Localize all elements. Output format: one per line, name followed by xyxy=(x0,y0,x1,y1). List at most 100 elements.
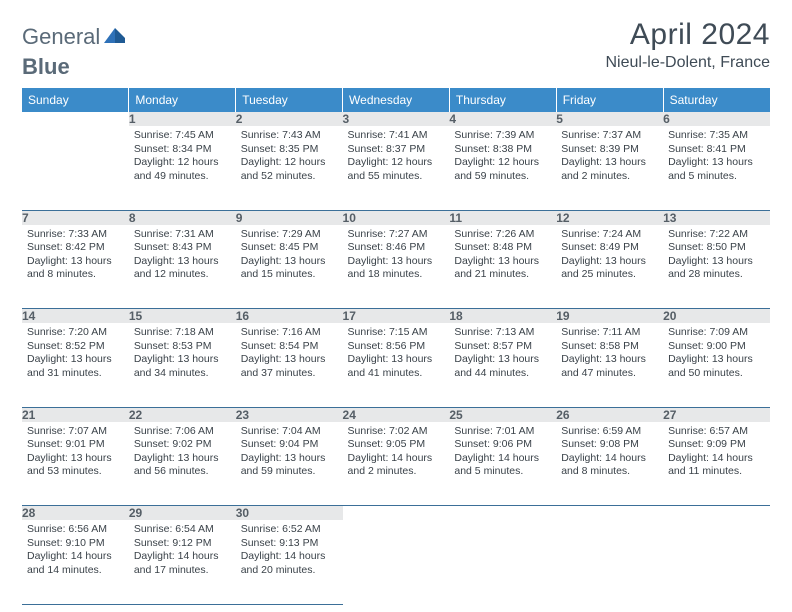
daylight-line-2: and 14 minutes. xyxy=(27,564,124,578)
day-number-cell: 19 xyxy=(556,309,663,324)
daylight-line-2: and 47 minutes. xyxy=(561,367,658,381)
day-number-cell: 14 xyxy=(22,309,129,324)
month-title: April 2024 xyxy=(605,18,770,52)
day-details: Sunrise: 7:18 AMSunset: 8:53 PMDaylight:… xyxy=(129,323,236,385)
sunrise-line: Sunrise: 7:04 AM xyxy=(241,425,338,439)
day-cell: Sunrise: 7:35 AMSunset: 8:41 PMDaylight:… xyxy=(663,126,770,210)
day-number-cell: 25 xyxy=(449,407,556,422)
daylight-line-2: and 21 minutes. xyxy=(454,268,551,282)
sunset-line: Sunset: 8:42 PM xyxy=(27,241,124,255)
daylight-line-1: Daylight: 14 hours xyxy=(27,550,124,564)
daylight-line-1: Daylight: 13 hours xyxy=(27,452,124,466)
day-number-cell: 1 xyxy=(129,112,236,126)
daylight-line-1: Daylight: 14 hours xyxy=(134,550,231,564)
day-cell: Sunrise: 6:52 AMSunset: 9:13 PMDaylight:… xyxy=(236,520,343,604)
day-number-cell: 28 xyxy=(22,506,129,521)
sunrise-line: Sunrise: 7:07 AM xyxy=(27,425,124,439)
day-details: Sunrise: 7:20 AMSunset: 8:52 PMDaylight:… xyxy=(22,323,129,385)
sunset-line: Sunset: 9:00 PM xyxy=(668,340,765,354)
day-cell: Sunrise: 7:39 AMSunset: 8:38 PMDaylight:… xyxy=(449,126,556,210)
sunrise-line: Sunrise: 6:52 AM xyxy=(241,523,338,537)
day-cell: Sunrise: 7:16 AMSunset: 8:54 PMDaylight:… xyxy=(236,323,343,407)
day-number-cell: 24 xyxy=(343,407,450,422)
day-cell: Sunrise: 6:59 AMSunset: 9:08 PMDaylight:… xyxy=(556,422,663,506)
daylight-line-1: Daylight: 14 hours xyxy=(241,550,338,564)
weekday-header: Friday xyxy=(556,88,663,112)
day-details: Sunrise: 7:39 AMSunset: 8:38 PMDaylight:… xyxy=(449,126,556,188)
sunset-line: Sunset: 9:02 PM xyxy=(134,438,231,452)
weekday-header: Wednesday xyxy=(343,88,450,112)
sunset-line: Sunset: 8:41 PM xyxy=(668,143,765,157)
day-number-cell: 9 xyxy=(236,210,343,225)
brand-mark-icon xyxy=(104,24,126,50)
daylight-line-1: Daylight: 13 hours xyxy=(134,255,231,269)
sunrise-line: Sunrise: 6:54 AM xyxy=(134,523,231,537)
day-number-cell: 18 xyxy=(449,309,556,324)
sunrise-line: Sunrise: 6:59 AM xyxy=(561,425,658,439)
weekday-header: Tuesday xyxy=(236,88,343,112)
daylight-line-1: Daylight: 13 hours xyxy=(134,452,231,466)
daylight-line-1: Daylight: 12 hours xyxy=(241,156,338,170)
daylight-line-2: and 56 minutes. xyxy=(134,465,231,479)
day-cell: Sunrise: 7:43 AMSunset: 8:35 PMDaylight:… xyxy=(236,126,343,210)
sunset-line: Sunset: 8:56 PM xyxy=(348,340,445,354)
sunset-line: Sunset: 8:58 PM xyxy=(561,340,658,354)
day-cell: Sunrise: 7:37 AMSunset: 8:39 PMDaylight:… xyxy=(556,126,663,210)
day-details: Sunrise: 7:04 AMSunset: 9:04 PMDaylight:… xyxy=(236,422,343,484)
daylight-line-1: Daylight: 12 hours xyxy=(348,156,445,170)
day-cell xyxy=(449,520,556,604)
sunrise-line: Sunrise: 7:22 AM xyxy=(668,228,765,242)
sunrise-line: Sunrise: 7:37 AM xyxy=(561,129,658,143)
daynum-row: 14151617181920 xyxy=(22,309,770,324)
daylight-line-2: and 41 minutes. xyxy=(348,367,445,381)
sunset-line: Sunset: 8:57 PM xyxy=(454,340,551,354)
daylight-line-2: and 15 minutes. xyxy=(241,268,338,282)
daylight-line-1: Daylight: 13 hours xyxy=(348,255,445,269)
calendar-page: General April 2024 Nieul-le-Dolent, Fran… xyxy=(0,0,792,605)
daylight-line-2: and 37 minutes. xyxy=(241,367,338,381)
day-cell: Sunrise: 6:54 AMSunset: 9:12 PMDaylight:… xyxy=(129,520,236,604)
sunset-line: Sunset: 9:13 PM xyxy=(241,537,338,551)
day-number-cell: 11 xyxy=(449,210,556,225)
daylight-line-2: and 5 minutes. xyxy=(454,465,551,479)
sunset-line: Sunset: 8:43 PM xyxy=(134,241,231,255)
day-number-cell: 22 xyxy=(129,407,236,422)
day-details: Sunrise: 7:45 AMSunset: 8:34 PMDaylight:… xyxy=(129,126,236,188)
day-cell xyxy=(556,520,663,604)
daylight-line-1: Daylight: 13 hours xyxy=(561,255,658,269)
day-cell: Sunrise: 6:56 AMSunset: 9:10 PMDaylight:… xyxy=(22,520,129,604)
sunrise-line: Sunrise: 7:20 AM xyxy=(27,326,124,340)
day-number-cell: 10 xyxy=(343,210,450,225)
day-number-cell: 15 xyxy=(129,309,236,324)
day-details: Sunrise: 7:06 AMSunset: 9:02 PMDaylight:… xyxy=(129,422,236,484)
brand-part2: Blue xyxy=(22,54,70,80)
weekday-header: Thursday xyxy=(449,88,556,112)
day-details: Sunrise: 7:43 AMSunset: 8:35 PMDaylight:… xyxy=(236,126,343,188)
daylight-line-2: and 8 minutes. xyxy=(27,268,124,282)
day-cell: Sunrise: 7:22 AMSunset: 8:50 PMDaylight:… xyxy=(663,225,770,309)
daylight-line-2: and 59 minutes. xyxy=(454,170,551,184)
sunrise-line: Sunrise: 7:41 AM xyxy=(348,129,445,143)
daylight-line-2: and 11 minutes. xyxy=(668,465,765,479)
daylight-line-2: and 20 minutes. xyxy=(241,564,338,578)
daylight-line-1: Daylight: 13 hours xyxy=(668,255,765,269)
sunset-line: Sunset: 9:08 PM xyxy=(561,438,658,452)
daylight-line-2: and 2 minutes. xyxy=(348,465,445,479)
daylight-line-1: Daylight: 13 hours xyxy=(241,353,338,367)
daylight-line-1: Daylight: 13 hours xyxy=(134,353,231,367)
day-cell: Sunrise: 7:45 AMSunset: 8:34 PMDaylight:… xyxy=(129,126,236,210)
day-details: Sunrise: 6:59 AMSunset: 9:08 PMDaylight:… xyxy=(556,422,663,484)
day-details: Sunrise: 6:56 AMSunset: 9:10 PMDaylight:… xyxy=(22,520,129,582)
day-number-cell: 20 xyxy=(663,309,770,324)
sunrise-line: Sunrise: 7:18 AM xyxy=(134,326,231,340)
sunset-line: Sunset: 8:38 PM xyxy=(454,143,551,157)
day-cell: Sunrise: 7:07 AMSunset: 9:01 PMDaylight:… xyxy=(22,422,129,506)
daylight-line-1: Daylight: 13 hours xyxy=(27,255,124,269)
week-row: Sunrise: 6:56 AMSunset: 9:10 PMDaylight:… xyxy=(22,520,770,604)
day-number-cell: 29 xyxy=(129,506,236,521)
day-number-cell: 12 xyxy=(556,210,663,225)
day-details: Sunrise: 7:15 AMSunset: 8:56 PMDaylight:… xyxy=(343,323,450,385)
day-details: Sunrise: 7:35 AMSunset: 8:41 PMDaylight:… xyxy=(663,126,770,188)
daylight-line-1: Daylight: 14 hours xyxy=(561,452,658,466)
day-details: Sunrise: 7:01 AMSunset: 9:06 PMDaylight:… xyxy=(449,422,556,484)
